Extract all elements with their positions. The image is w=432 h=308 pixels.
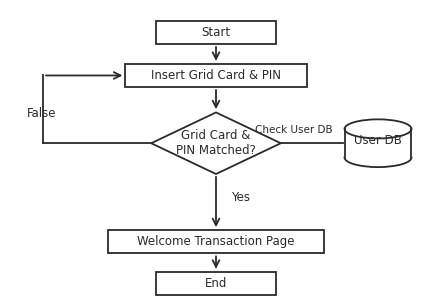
Text: False: False [27,107,56,120]
FancyBboxPatch shape [108,230,324,253]
Ellipse shape [344,148,411,167]
Text: Insert Grid Card & PIN: Insert Grid Card & PIN [151,69,281,82]
Ellipse shape [344,119,411,139]
Text: User DB: User DB [354,134,402,147]
Text: Grid Card &
PIN Matched?: Grid Card & PIN Matched? [176,129,256,157]
Polygon shape [151,112,281,174]
FancyBboxPatch shape [156,272,276,295]
Text: Start: Start [201,26,231,39]
Text: Yes: Yes [231,191,250,204]
Text: End: End [205,277,227,290]
Polygon shape [344,147,412,157]
Text: Welcome Transaction Page: Welcome Transaction Page [137,235,295,248]
FancyBboxPatch shape [125,64,307,87]
FancyBboxPatch shape [156,21,276,44]
Polygon shape [344,129,411,157]
Text: Check User DB: Check User DB [255,125,333,135]
